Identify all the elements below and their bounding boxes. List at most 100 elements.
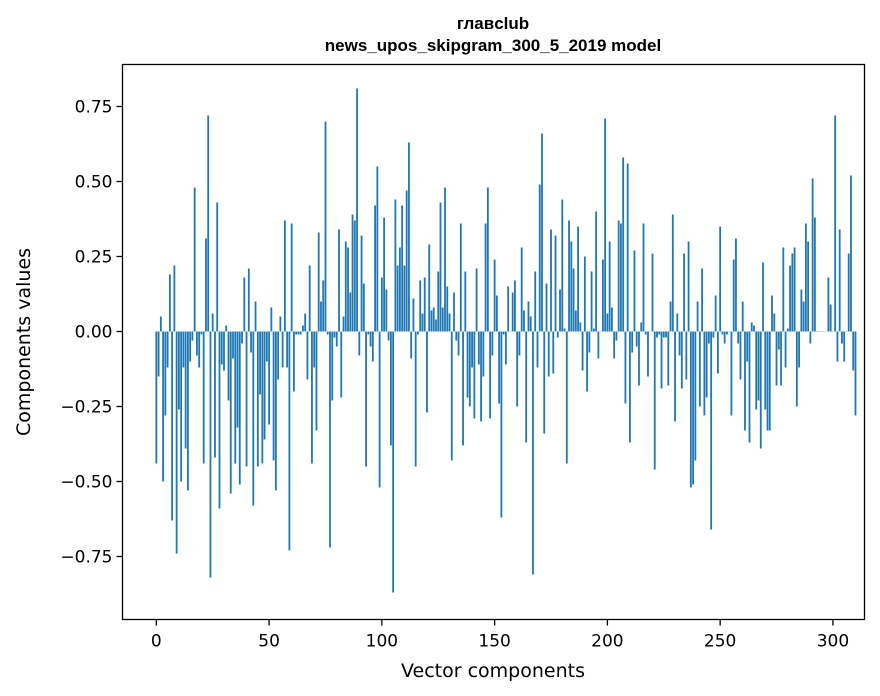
bar	[263, 331, 266, 440]
y-tick-label: 0.50	[75, 173, 113, 193]
bar	[157, 331, 160, 377]
y-tick-label: −0.50	[60, 473, 112, 493]
bar	[353, 220, 356, 332]
bar	[421, 313, 424, 332]
bar	[392, 331, 395, 593]
bar	[518, 331, 521, 356]
bar	[198, 331, 201, 368]
bar	[768, 331, 771, 431]
bar	[626, 163, 629, 332]
bar	[559, 289, 561, 332]
bar	[238, 331, 241, 485]
bar	[669, 301, 672, 332]
bar	[615, 331, 618, 341]
bar	[437, 271, 440, 332]
x-tick-label: 50	[258, 632, 280, 652]
bar	[419, 280, 422, 332]
bar	[712, 331, 715, 338]
bar	[577, 226, 579, 332]
bar	[784, 331, 787, 368]
bar	[780, 331, 782, 386]
bar	[529, 316, 532, 332]
bar	[247, 268, 250, 332]
bar	[710, 331, 713, 530]
bar	[175, 331, 178, 554]
bar	[834, 115, 837, 332]
bar	[387, 331, 390, 341]
bar	[813, 217, 816, 332]
x-tick-label: 100	[366, 632, 398, 652]
x-tick-label: 0	[151, 632, 162, 652]
bar	[721, 331, 724, 335]
bar	[590, 271, 593, 332]
bar	[270, 307, 273, 332]
bar	[595, 211, 598, 332]
bar	[798, 331, 800, 368]
bar	[827, 277, 830, 332]
bar	[635, 331, 638, 347]
bar	[259, 331, 261, 395]
bar	[570, 241, 573, 332]
bar	[331, 331, 334, 401]
bar	[854, 331, 857, 416]
bar	[462, 331, 464, 446]
bar	[786, 328, 789, 332]
bar	[473, 331, 476, 419]
bar	[838, 229, 841, 332]
bar	[795, 331, 798, 407]
bar	[759, 331, 762, 449]
y-tick-label: 0.75	[75, 98, 113, 118]
bar	[520, 247, 523, 332]
bar	[313, 331, 316, 368]
bar	[430, 310, 433, 332]
bar	[491, 331, 494, 356]
bar	[281, 331, 284, 368]
bar	[306, 331, 309, 380]
bar	[502, 331, 505, 335]
bar	[766, 331, 769, 431]
bar	[782, 247, 785, 332]
bar	[563, 328, 566, 332]
bar	[299, 331, 302, 335]
bar	[193, 187, 196, 332]
bar	[459, 223, 462, 332]
bar	[516, 331, 519, 407]
y-axis-ticks: 0.75 0.50 0.25 0.00 −0.25 −0.50 −0.75	[60, 98, 123, 568]
bar	[410, 331, 413, 359]
bar	[376, 166, 379, 332]
bar	[753, 325, 755, 332]
bar	[617, 220, 620, 332]
bar	[762, 262, 764, 332]
bar	[369, 331, 372, 347]
chart-title-line-1: главclub	[457, 14, 529, 33]
bar	[371, 331, 374, 362]
bar	[683, 253, 685, 332]
bar	[177, 331, 180, 410]
bar	[468, 331, 471, 407]
bar	[466, 331, 469, 398]
y-axis-label: Components values	[13, 248, 35, 436]
bar	[550, 229, 552, 332]
bar	[629, 331, 631, 443]
bar	[326, 331, 329, 335]
bar	[324, 121, 327, 332]
bar	[674, 331, 676, 422]
bar	[457, 331, 460, 356]
bar	[764, 331, 767, 410]
bar	[394, 199, 397, 332]
bar	[561, 199, 564, 332]
bar	[344, 241, 347, 332]
bar	[417, 331, 419, 335]
bar	[283, 220, 286, 332]
bar	[732, 259, 735, 332]
bar	[241, 331, 243, 344]
bar	[277, 331, 280, 380]
bar	[297, 331, 300, 335]
bar	[717, 331, 719, 374]
bar	[304, 313, 307, 332]
bar	[750, 322, 753, 332]
bar	[477, 331, 480, 365]
bar	[311, 331, 313, 464]
bar	[288, 331, 291, 551]
bar	[689, 331, 692, 488]
